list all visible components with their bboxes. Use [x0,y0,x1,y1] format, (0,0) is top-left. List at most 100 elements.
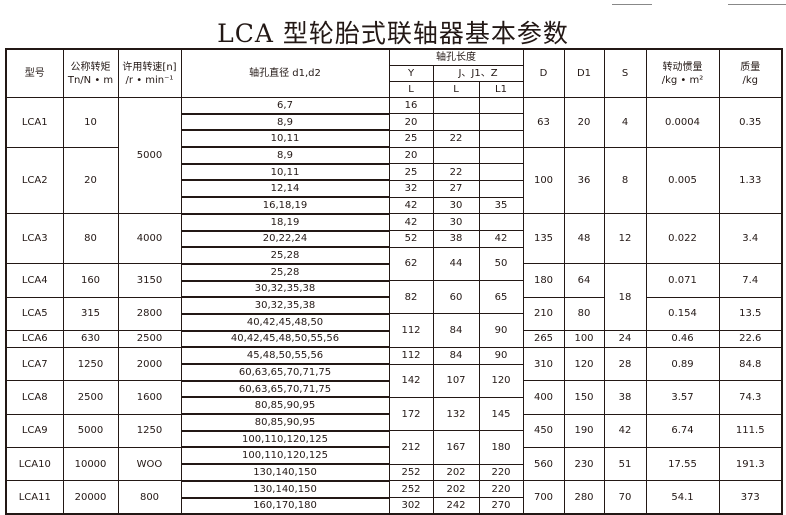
drawing-fragment [728,0,786,5]
bore-cell: 40,42,45,48,50,55,56 [180,330,390,349]
mass-cell: 373 [718,480,783,515]
d1-cell: 230 [563,446,605,482]
col-model: 型号 [5,48,64,98]
bore-cell: 45,48,50,55,56 [180,346,390,365]
bore-cell: 130,140,150 [180,480,390,499]
inertia-cell: 0.46 [645,330,720,348]
torque-cell: 10000 [62,446,119,482]
d-cell: 450 [522,413,565,448]
d1-cell: 190 [563,413,605,448]
mass-cell: 3.4 [718,213,783,265]
length-l1-cell [478,163,524,181]
model-cell: LCA6 [5,330,64,348]
torque-cell: 630 [62,330,119,348]
length-l1-cell [478,96,524,115]
length-y-cell: 25 [388,129,434,148]
length-j-cell [432,96,480,115]
table-row: 40,42,45,48,50 112 84 90 [6,313,782,348]
s-cell: 28 [603,346,647,382]
mass-cell: 191.3 [718,446,783,482]
mass-cell: 84.8 [718,346,783,382]
bore-cell: 12,14 [180,179,390,199]
inertia-cell: 0.154 [645,296,720,332]
d-cell: 63 [522,97,565,148]
model-cell: LCA5 [5,296,64,332]
table-row: LCA5 315 2800 30,32,35,38 210 80 0.154 13.5 [5,296,783,332]
length-y-cell: 42 [388,196,434,215]
s-cell: 70 [603,480,647,515]
length-y-cell: 62 [388,246,434,282]
table-row: LCA8 2500 1600 60,63,65,70,71,75 400 150 38 3.5… [5,380,783,415]
d1-cell: 64 [563,263,605,298]
length-j-cell: 30 [432,213,480,231]
table-row: 100,110,120,125 212 167 180 [6,430,782,465]
col-s: S [603,48,647,98]
speed-cell: 800 [117,480,182,515]
inertia-cell: 0.071 [645,263,720,298]
bore-cell: 16,18,19 [180,196,390,215]
table-row: LCA10 10000 WOO 100,110,120,125 560 230 51 17.5… [5,446,783,482]
col-bore: 轴孔直径 d1,d2 [180,48,390,98]
bore-cell: 18,19 [180,213,390,232]
bore-cell: 8,9 [180,146,390,165]
d1-cell: 36 [563,146,605,215]
inertia-cell: 17.55 [645,446,720,482]
torque-cell: 1250 [62,346,119,382]
bore-cell: 6,7 [180,96,390,115]
length-j-cell: 132 [432,396,480,432]
col-mass: 质量/kg [718,48,783,98]
col-length: 轴孔长度 [388,48,524,66]
model-cell: LCA11 [5,480,64,515]
length-l1-cell: 90 [478,313,524,348]
torque-cell: 20 [62,146,119,215]
length-l1-cell [478,213,524,231]
model-cell: LCA3 [5,213,64,265]
s-cell: 18 [603,263,647,332]
bore-cell: 80,85,90,95 [180,396,390,416]
length-y-cell: 82 [388,280,434,315]
length-l1-cell [478,179,524,198]
length-j-cell: 167 [432,430,480,465]
table-row: 10,11 25 22 [6,129,782,149]
table-row: 8,9 20 [6,113,782,132]
length-j-cell: 202 [432,463,480,482]
d-cell: 700 [522,480,565,515]
model-cell: LCA8 [5,380,64,415]
length-y-cell: 16 [388,96,434,115]
table-row: LCA11 20000 800 130,140,150 252 202 220 700 280 7… [5,480,783,515]
col-l-y: L [388,81,434,98]
col-l1: L1 [478,81,524,98]
table-header: 型号 公称转矩 Tn/N • m 许用转速[n]/r • min⁻¹ 轴孔直径 d… [5,48,783,98]
model-cell: LCA10 [5,446,64,482]
speed-cell: 2000 [117,346,182,382]
mass-cell: 0.35 [718,97,783,148]
d-cell: 310 [522,346,565,382]
mass-cell: 13.5 [718,296,783,332]
mass-cell: 74.3 [718,380,783,415]
bore-cell: 30,32,35,38 [180,280,390,299]
length-j-cell: 84 [432,346,480,365]
bore-cell: 80,85,90,95 [180,413,390,432]
d-cell: 210 [522,296,565,332]
torque-cell: 10 [62,97,119,148]
bore-cell: 40,42,45,48,50 [180,313,390,332]
length-l1-cell [478,146,524,165]
model-cell: LCA9 [5,413,64,448]
length-l1-cell: 270 [478,497,524,515]
length-l1-cell: 90 [478,346,524,365]
length-y-cell: 172 [388,396,434,432]
inertia-cell: 54.1 [645,480,720,515]
table-row: LCA7 1250 2000 45,48,50,55,56 112 84 90 310 120 2… [5,346,783,382]
length-j-cell: 38 [432,230,480,248]
torque-cell: 160 [62,263,119,298]
bore-cell: 30,32,35,38 [180,296,390,315]
d1-cell: 150 [563,380,605,415]
speed-cell: 2500 [117,330,182,348]
parameter-table: 型号 公称转矩 Tn/N • m 许用转速[n]/r • min⁻¹ 轴孔直径 d… [5,48,783,515]
length-y-cell: 52 [388,230,434,248]
length-j-cell: 44 [432,246,480,282]
speed-cell: 1600 [117,380,182,415]
length-y-cell: 252 [388,480,434,498]
length-j-cell: 84 [432,313,480,348]
length-l1-cell: 50 [478,246,524,282]
